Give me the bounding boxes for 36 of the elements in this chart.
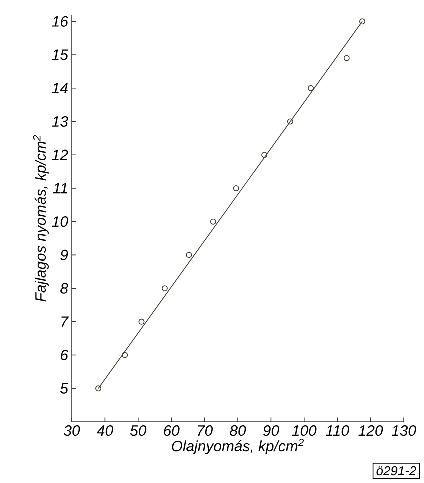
y-tick-label: 7 <box>62 316 69 328</box>
x-axis-title: Olajnyomás, kp/cm$^{2}$ <box>172 438 304 455</box>
point <box>162 286 168 292</box>
point <box>308 85 314 92</box>
x-tick-label: 120 <box>358 426 384 436</box>
point <box>122 352 128 358</box>
point <box>186 252 192 258</box>
y-tick-label: 9 <box>60 250 68 260</box>
x-tick-label: 60 <box>164 426 180 436</box>
y-tick-label: 16 <box>52 16 68 27</box>
y-tick-label: 8 <box>60 283 68 294</box>
x-tick-label: 110 <box>326 426 350 436</box>
point <box>210 218 216 225</box>
point <box>262 152 268 158</box>
y-tick-label: 10 <box>52 216 68 228</box>
y-tick-label: 12 <box>52 150 68 160</box>
y-tick-label: 14 <box>52 83 68 94</box>
x-tick-label: 130 <box>392 426 416 436</box>
point <box>287 118 294 125</box>
y-tick-label: 6 <box>61 350 68 361</box>
y-tick-label: 13 <box>52 116 68 128</box>
x-tick-label: 50 <box>130 426 147 436</box>
y-tick-label: 5 <box>60 383 69 394</box>
x-tick-label: 80 <box>230 426 246 436</box>
point <box>344 55 350 62</box>
y-axis-title: Fajlagos nyomás, kp/cm$^{2}$ <box>33 135 49 302</box>
x-tick-label: 70 <box>198 426 213 436</box>
y-tick-label: 11 <box>53 183 68 194</box>
x-tick-label: 100 <box>292 426 317 436</box>
y-tick-label: 15 <box>52 50 69 60</box>
point <box>138 318 145 325</box>
text: ö291-2 <box>376 466 416 476</box>
x-tick-label: 30 <box>64 426 80 436</box>
x-tick-label: 90 <box>263 426 280 436</box>
x-tick-label: 40 <box>96 426 114 436</box>
point <box>233 185 240 192</box>
